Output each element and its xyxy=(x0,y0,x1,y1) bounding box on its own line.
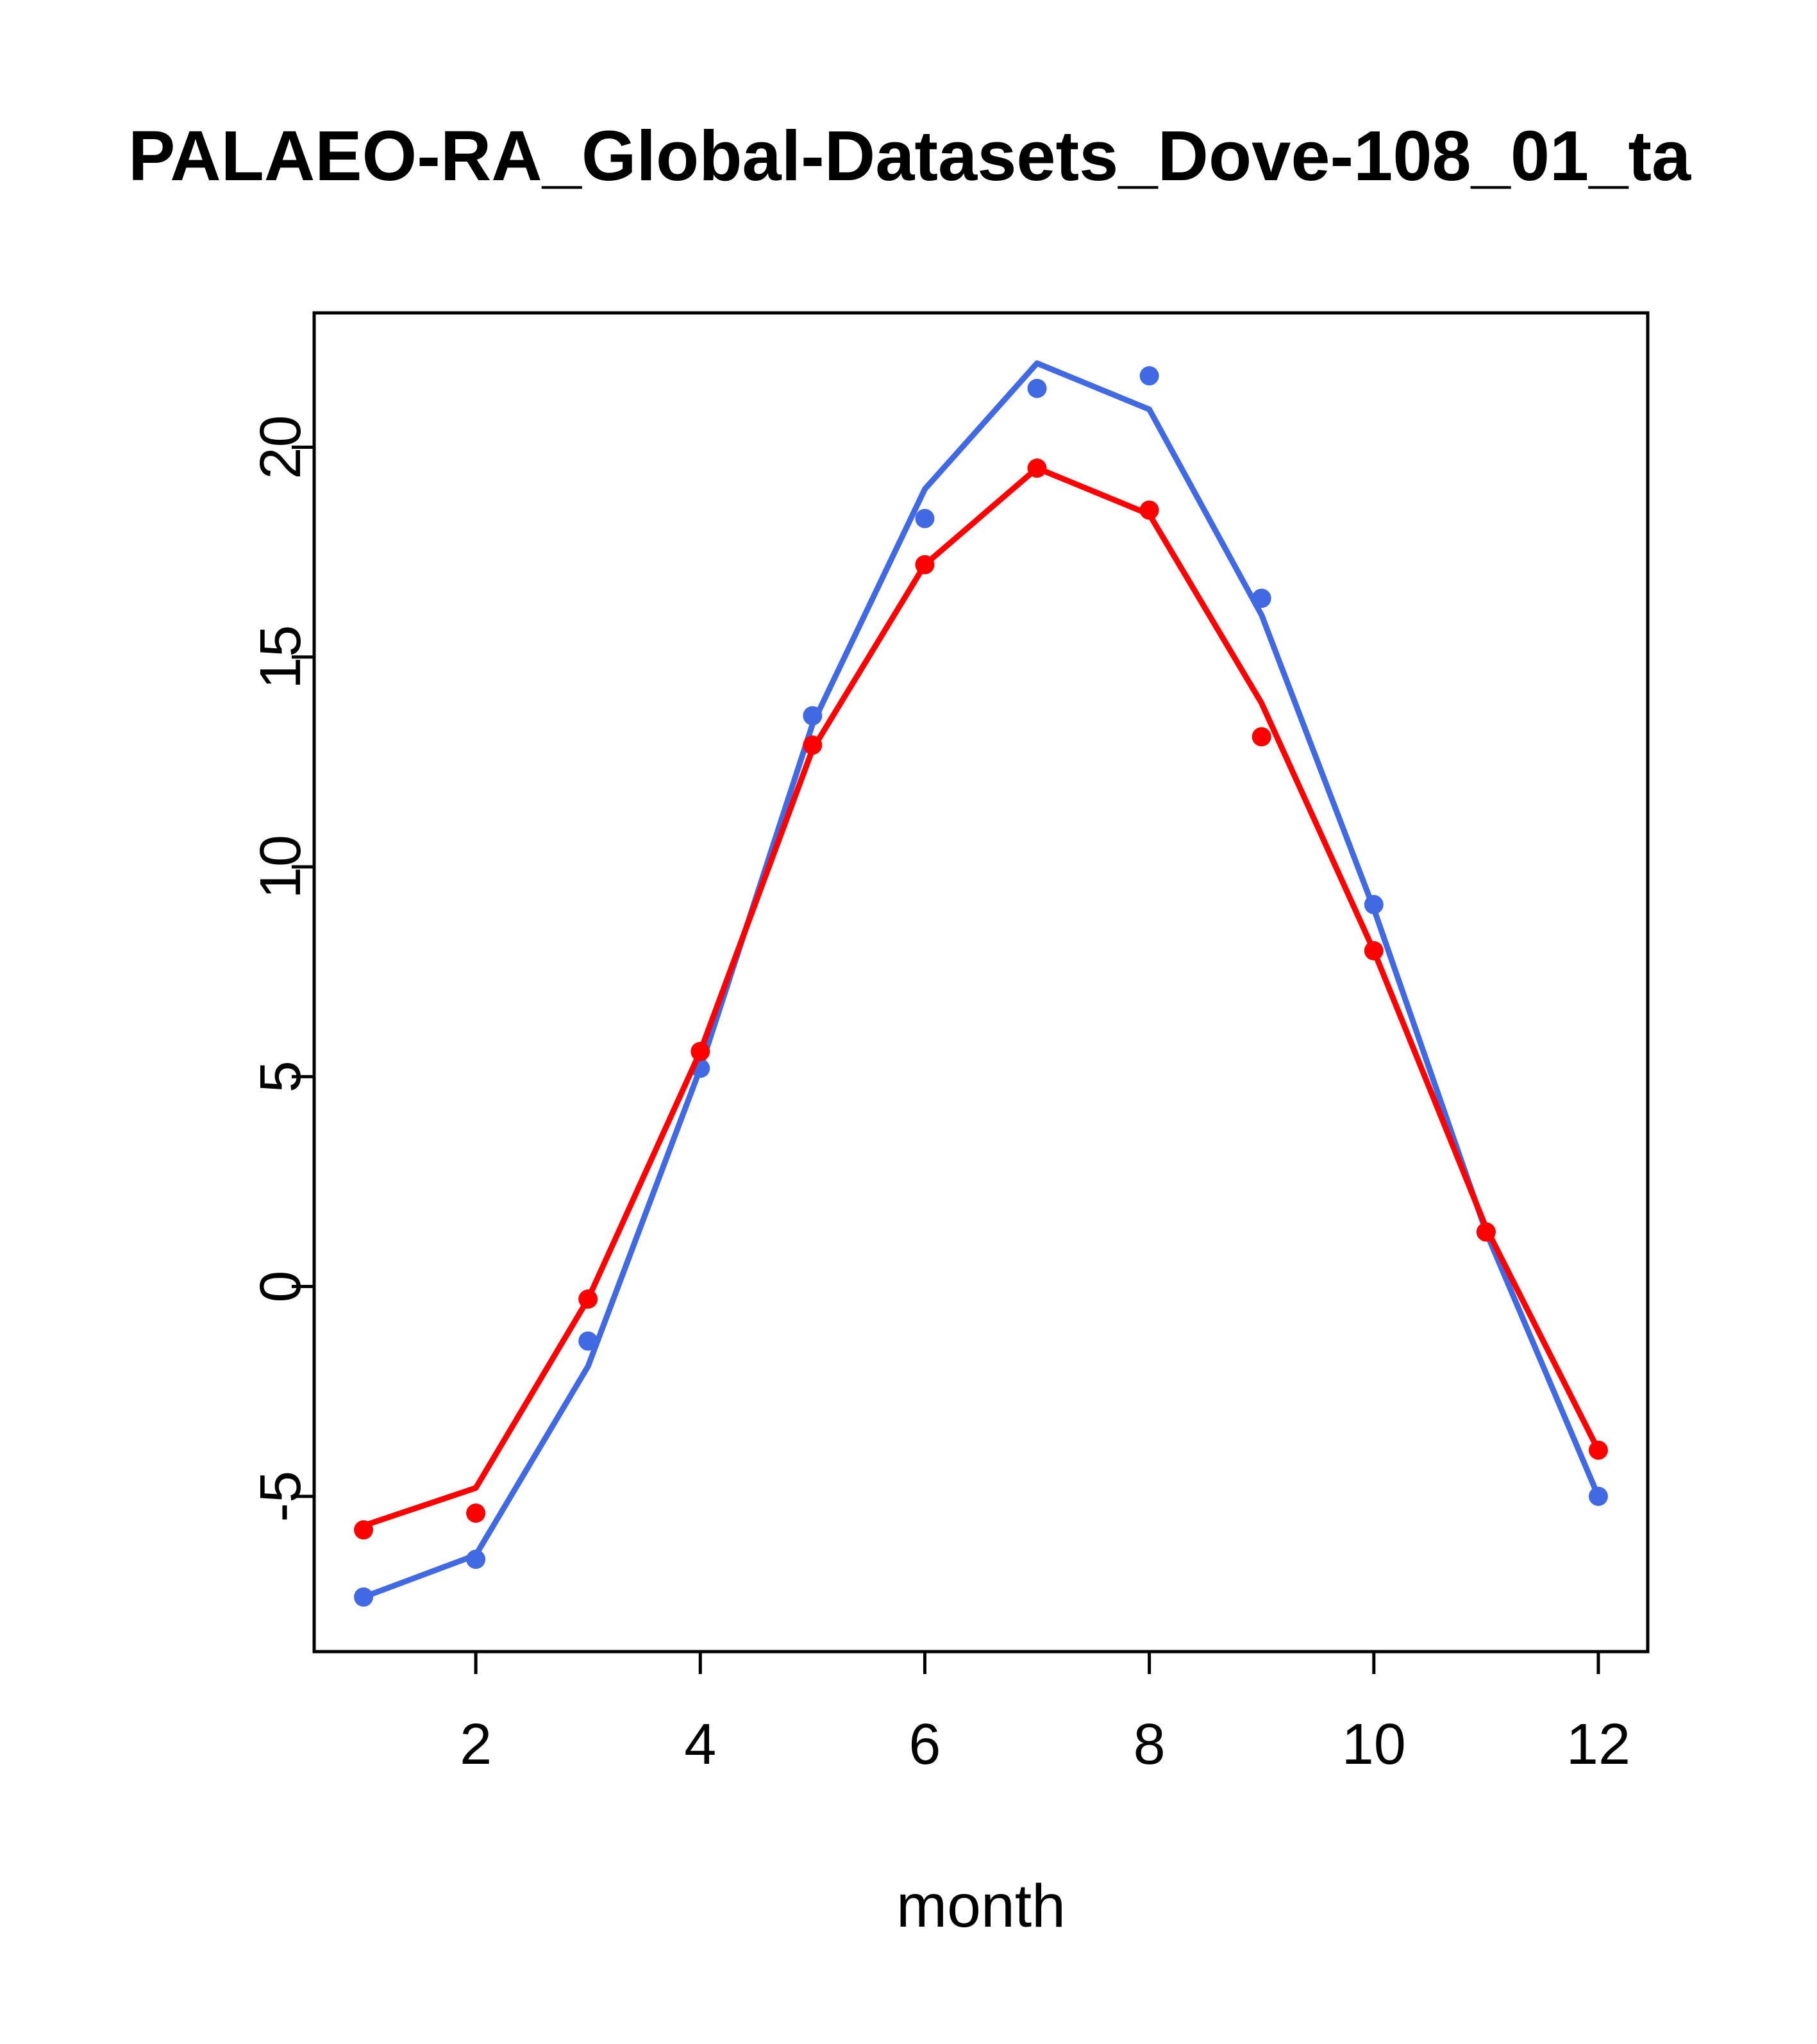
series-blue-point xyxy=(915,508,935,528)
series-red-point xyxy=(1476,1222,1496,1242)
series-red-point xyxy=(466,1504,486,1523)
series-red-point xyxy=(803,735,823,755)
series-blue-point xyxy=(466,1550,486,1569)
x-tick-label: 2 xyxy=(460,1713,492,1777)
chart-title: PALAEO-RA_Global-Datasets_Dove-108_01_ta xyxy=(128,117,1691,196)
series-red-point xyxy=(1588,1440,1608,1460)
y-axis: -5 0 5 10 15 20 xyxy=(249,415,314,1522)
series-red-point xyxy=(915,555,935,574)
y-tick-label: 10 xyxy=(249,835,313,899)
series-blue-point xyxy=(578,1331,598,1351)
series-blue-point xyxy=(354,1587,374,1607)
x-tick-label: 4 xyxy=(684,1713,716,1777)
series-red-point xyxy=(1027,458,1047,478)
series-red xyxy=(354,458,1608,1540)
x-axis-label: month xyxy=(896,1872,1066,1940)
series-blue-point xyxy=(1139,366,1159,386)
y-tick-label: -5 xyxy=(249,1471,313,1522)
plot-box xyxy=(312,311,1650,1654)
x-tick-label: 8 xyxy=(1134,1713,1166,1777)
x-tick-label: 6 xyxy=(908,1713,941,1777)
series-blue-point xyxy=(1588,1486,1608,1506)
series-red-point xyxy=(691,1042,710,1061)
series-blue-point xyxy=(1252,589,1271,608)
y-tick-label: 20 xyxy=(249,415,313,479)
series-blue-point xyxy=(1364,894,1384,914)
x-tick-label: 10 xyxy=(1342,1713,1406,1777)
series-blue-point xyxy=(803,706,823,726)
series-blue-line xyxy=(360,360,1602,1600)
series-blue-point xyxy=(1027,378,1047,398)
series-red-point xyxy=(354,1520,374,1540)
x-tick-label: 12 xyxy=(1566,1713,1630,1777)
x-axis: 2 4 6 8 10 12 xyxy=(460,1652,1630,1777)
series-red-point xyxy=(1139,500,1159,520)
y-tick-label: 5 xyxy=(249,1060,313,1093)
y-tick-label: 0 xyxy=(249,1271,313,1303)
series-blue xyxy=(354,360,1608,1607)
series-red-line xyxy=(360,465,1602,1529)
series-red-point xyxy=(1364,941,1384,960)
y-tick-label: 15 xyxy=(249,625,313,689)
series-red-point xyxy=(1252,727,1271,747)
series-red-point xyxy=(578,1289,598,1309)
